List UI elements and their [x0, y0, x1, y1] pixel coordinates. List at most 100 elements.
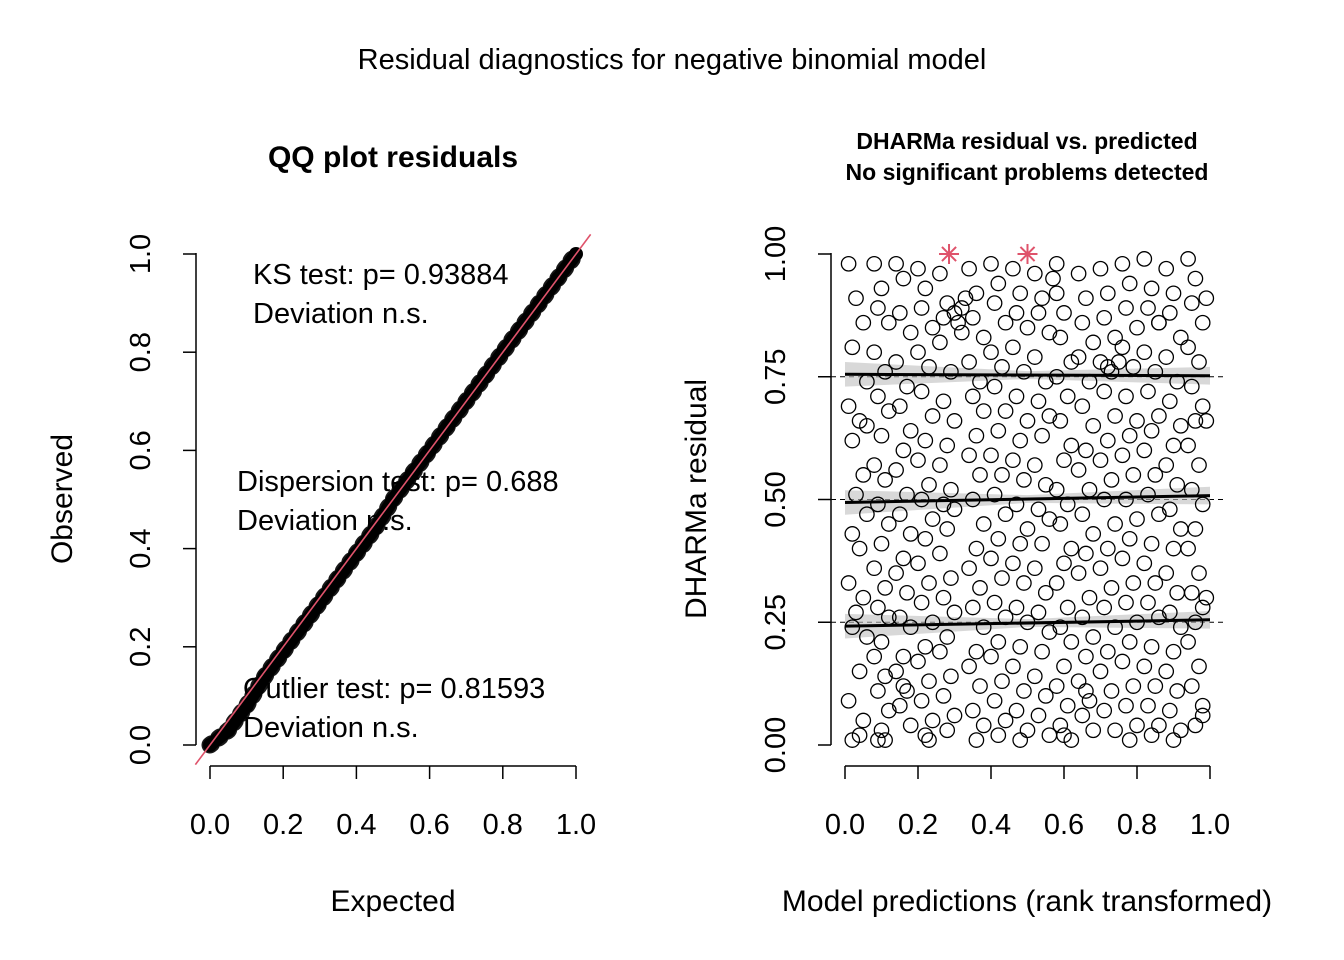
residual-point	[888, 462, 904, 478]
residual-point	[1136, 344, 1153, 361]
residual-point	[932, 643, 948, 660]
residual-point	[1059, 388, 1076, 405]
qq-point	[294, 620, 309, 635]
residual-point	[968, 427, 985, 444]
residual-point	[1030, 604, 1047, 621]
residual-point	[917, 432, 934, 449]
residual-point	[986, 378, 1003, 395]
residual-panel: DHARMa residual vs. predicted No signifi…	[680, 128, 1272, 918]
residual-point	[1121, 530, 1138, 547]
residual-point	[870, 300, 886, 316]
qq-x-tick-label: 1.0	[556, 809, 596, 841]
residual-point	[961, 658, 977, 675]
residual-point	[873, 427, 890, 444]
residual-point	[1121, 634, 1138, 650]
qq-y-tick-label: 0.4	[125, 528, 157, 568]
residual-point	[1085, 722, 1102, 739]
residual-point	[964, 309, 981, 326]
residual-point	[1030, 707, 1047, 724]
residual-point	[1103, 580, 1120, 596]
residual-point	[866, 648, 883, 665]
residual-point	[1107, 408, 1123, 424]
residual-point	[975, 619, 992, 636]
residual-point	[968, 285, 985, 302]
residual-point	[1074, 707, 1091, 724]
residual-point	[840, 398, 857, 415]
residual-point	[855, 589, 872, 606]
residual-point	[1034, 643, 1050, 660]
residual-point	[1074, 398, 1091, 415]
residual-point	[1172, 329, 1189, 346]
residual-point	[1048, 285, 1065, 302]
residual-point	[1114, 447, 1131, 464]
residual-point	[1078, 442, 1094, 459]
residual-point	[1070, 565, 1087, 581]
residual-point	[1034, 535, 1050, 552]
dispersion-deviation-annotation: Deviation n.s.	[237, 505, 413, 537]
residual-point	[1041, 624, 1058, 640]
residual-point	[943, 668, 959, 685]
residual-point	[902, 324, 919, 341]
residual-point	[964, 388, 981, 405]
residual-point	[1005, 452, 1021, 469]
residual-point	[1114, 550, 1131, 567]
residual-x-tick-label: 1.0	[1190, 809, 1230, 841]
residual-point	[1041, 408, 1058, 424]
residual-point	[1143, 280, 1160, 297]
residual-point	[924, 408, 941, 424]
residual-point	[935, 309, 952, 326]
residual-point	[1151, 314, 1167, 331]
outlier-deviation-annotation: Deviation n.s.	[243, 712, 419, 744]
residual-point	[990, 530, 1007, 547]
qq-y-tick-label: 0.2	[125, 627, 157, 667]
residual-point	[935, 393, 952, 410]
residual-point	[1059, 697, 1076, 714]
residual-point	[880, 516, 897, 532]
residual-point	[1191, 354, 1207, 370]
residual-point	[983, 344, 999, 361]
residual-point	[983, 648, 999, 665]
residual-point	[1074, 609, 1091, 626]
residual-point	[844, 432, 861, 449]
residual-point	[1118, 388, 1134, 405]
residual-point	[1107, 722, 1123, 739]
residual-point	[910, 260, 926, 277]
residual-point	[1118, 697, 1134, 714]
residual-point	[1070, 265, 1087, 282]
residual-point	[946, 501, 963, 518]
residual-point	[986, 295, 1003, 311]
residual-point	[1019, 319, 1036, 336]
qq-y-tick-label: 0.8	[125, 332, 157, 372]
residual-point	[964, 702, 981, 719]
residual-point	[877, 580, 893, 596]
residual-point	[1037, 476, 1054, 493]
residual-point	[1121, 427, 1138, 444]
residual-point	[1165, 437, 1182, 454]
residual-point	[1056, 555, 1072, 572]
residual-point	[1008, 305, 1025, 321]
residual-point	[1180, 339, 1196, 356]
residual-point	[840, 575, 857, 591]
residual-point	[855, 712, 872, 729]
residual-point	[1103, 683, 1120, 699]
qq-y-ticks: 0.0 0.2 0.4 0.6 0.8 1.0	[125, 234, 196, 765]
residual-outliers	[939, 244, 1038, 264]
residual-point	[1016, 575, 1032, 591]
residual-point	[1165, 732, 1182, 748]
residual-point	[1140, 383, 1156, 400]
residual-point	[997, 314, 1014, 331]
residual-point	[888, 565, 904, 581]
residual-ylabel: DHARMa residual	[680, 379, 713, 619]
residual-point	[902, 619, 919, 636]
residual-point	[1180, 437, 1196, 454]
residual-point	[939, 295, 956, 311]
qq-point	[257, 669, 272, 684]
residual-point	[888, 663, 904, 680]
residual-point	[902, 422, 919, 439]
residual-point	[851, 540, 868, 557]
qq-ylabel-rotated: Observed	[46, 434, 79, 564]
residual-point	[1078, 545, 1094, 562]
residual-point	[924, 614, 941, 631]
residual-point	[990, 422, 1007, 439]
